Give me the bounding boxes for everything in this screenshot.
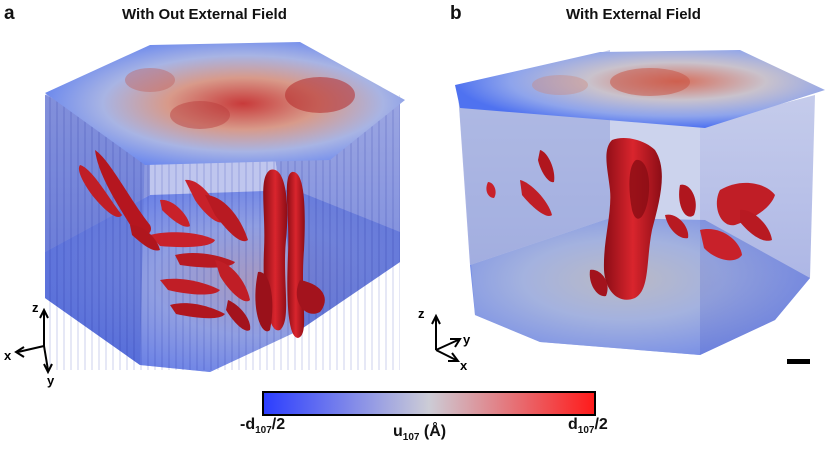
panel-b-front-wall [458, 92, 700, 355]
panel-a-axis-triad [14, 307, 53, 375]
panel-a-letter: a [4, 3, 15, 24]
panel-b-letter: b [450, 3, 462, 24]
panel-b-axis-triad [431, 313, 462, 362]
colorbar-min-label: -d107/2 [240, 416, 286, 437]
panel-b-axis-z: z [418, 306, 425, 321]
panel-a-axis-y: y [47, 373, 55, 388]
colorbar-center-label: u107 (Å) [393, 423, 447, 444]
panel-b-axis-y: y [463, 332, 471, 347]
panel-a-domains [78, 150, 325, 338]
panel-b-domains [486, 138, 775, 300]
panel-b-volume [455, 50, 825, 355]
panel-a-axis-x: x [4, 348, 12, 363]
colorbar [262, 391, 596, 416]
panel-b-title: With External Field [566, 6, 701, 23]
scale-bar [787, 359, 810, 364]
panel-a-title: With Out External Field [122, 6, 287, 23]
panel-a-axis-z: z [32, 300, 39, 315]
panel-a-top-slab [45, 42, 405, 165]
colorbar-max-label: d107/2 [568, 416, 608, 437]
panel-b-axis-x: x [460, 358, 468, 373]
panel-a-volume [45, 42, 405, 372]
